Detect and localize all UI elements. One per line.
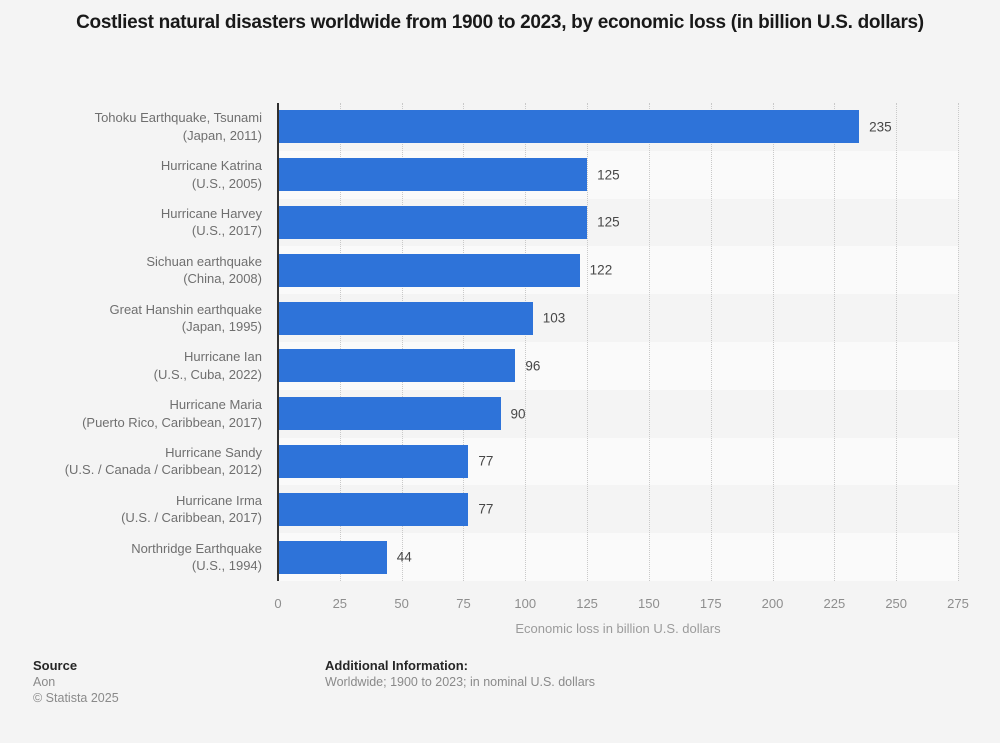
value-label: 77	[478, 453, 494, 469]
value-label: 235	[869, 119, 892, 135]
bar	[278, 253, 580, 287]
copyright-notice: © Statista 2025	[33, 690, 119, 705]
category-detail: (U.S. / Caribbean, 2017)	[121, 510, 262, 526]
bar	[278, 205, 588, 239]
category-name: Tohoku Earthquake, Tsunami	[94, 110, 262, 126]
value-label: 44	[396, 549, 412, 565]
row-plot-area: 77	[278, 485, 958, 533]
category-name: Northridge Earthquake	[131, 540, 262, 556]
chart-row: Hurricane Ian (U.S., Cuba, 2022) 96	[0, 341, 958, 390]
x-tick-label: 175	[699, 596, 722, 611]
gridline	[958, 103, 959, 581]
bar	[278, 492, 469, 526]
category-label: Hurricane Irma (U.S. / Caribbean, 2017)	[0, 485, 278, 533]
y-axis-line	[277, 103, 279, 581]
source-heading: Source	[33, 658, 78, 673]
x-tick-label: 100	[514, 596, 537, 611]
category-detail: (U.S. / Canada / Caribbean, 2012)	[64, 462, 262, 478]
category-detail: (China, 2008)	[183, 271, 262, 287]
row-plot-area: 44	[278, 533, 958, 581]
category-detail: (U.S., 1994)	[191, 558, 262, 574]
row-plot-area: 125	[278, 150, 958, 199]
category-name: Hurricane Sandy	[165, 444, 262, 460]
source-block: Source Aon © Statista 2025	[33, 657, 119, 706]
value-label: 90	[510, 406, 526, 422]
x-tick-label: 250	[885, 596, 908, 611]
category-label: Hurricane Katrina (U.S., 2005)	[0, 151, 278, 199]
category-label: Sichuan earthquake (China, 2008)	[0, 246, 278, 294]
category-detail: (U.S., Cuba, 2022)	[153, 366, 262, 382]
category-name: Hurricane Irma	[176, 492, 262, 508]
row-plot-area: 77	[278, 437, 958, 486]
row-plot-area: 122	[278, 246, 958, 295]
category-detail: (U.S., 2005)	[191, 175, 262, 191]
bar	[278, 301, 533, 335]
x-tick-label: 0	[274, 596, 282, 611]
chart-row: Hurricane Katrina (U.S., 2005) 125	[0, 150, 958, 199]
chart-row: Hurricane Harvey (U.S., 2017) 125	[0, 199, 958, 247]
category-detail: (U.S., 2017)	[191, 223, 262, 239]
category-detail: (Japan, 1995)	[181, 319, 262, 335]
chart-row: Great Hanshin earthquake (Japan, 1995) 103	[0, 294, 958, 342]
chart-row: Hurricane Irma (U.S. / Caribbean, 2017) 77	[0, 485, 958, 533]
category-detail: (Puerto Rico, Caribbean, 2017)	[82, 414, 262, 430]
source-name: Aon	[33, 675, 56, 689]
additional-info-text: Worldwide; 1900 to 2023; in nominal U.S.…	[325, 675, 596, 689]
category-detail: (Japan, 2011)	[182, 127, 262, 143]
bar	[278, 110, 860, 144]
chart-row: Tohoku Earthquake, Tsunami (Japan, 2011) 2…	[0, 103, 958, 151]
x-tick-label: 150	[638, 596, 660, 611]
x-tick-label: 25	[332, 596, 348, 611]
x-tick-label: 50	[394, 596, 409, 611]
bar	[278, 397, 501, 431]
bar	[278, 349, 516, 383]
x-tick-label: 200	[761, 596, 784, 611]
category-name: Hurricane Ian	[183, 349, 262, 365]
value-label: 96	[525, 358, 541, 374]
chart-row: Northridge Earthquake (U.S., 1994) 44	[0, 533, 958, 581]
x-axis-title: Economic loss in billion U.S. dollars	[515, 621, 721, 636]
row-plot-area: 235	[278, 103, 958, 151]
x-tick-label: 225	[823, 596, 846, 611]
row-plot-area: 103	[278, 294, 958, 342]
category-label: Hurricane Harvey (U.S., 2017)	[0, 199, 278, 247]
category-label: Northridge Earthquake (U.S., 1994)	[0, 533, 278, 581]
category-label: Great Hanshin earthquake (Japan, 1995)	[0, 294, 278, 342]
value-label: 77	[478, 501, 494, 517]
row-plot-area: 96	[278, 341, 958, 390]
category-name: Hurricane Maria	[169, 397, 262, 413]
bar	[278, 444, 469, 478]
chart-row: Hurricane Maria (Puerto Rico, Caribbean, …	[0, 390, 958, 438]
category-label: Tohoku Earthquake, Tsunami (Japan, 2011)	[0, 103, 278, 151]
additional-info-heading: Additional Information:	[325, 658, 468, 673]
bar-rows: Tohoku Earthquake, Tsunami (Japan, 2011) 2…	[0, 103, 958, 581]
chart-title: Costliest natural disasters worldwide fr…	[76, 12, 924, 33]
category-label: Hurricane Sandy (U.S. / Canada / Caribbea…	[0, 438, 278, 486]
x-axis-ticks: 0 25 50 75 100 125 150 175 200 225 250 275	[274, 596, 968, 611]
additional-info-block: Additional Information: Worldwide; 1900 …	[325, 657, 595, 691]
category-name: Sichuan earthquake	[146, 253, 262, 269]
x-tick-label: 125	[576, 596, 598, 611]
category-name: Hurricane Katrina	[160, 158, 262, 174]
x-tick-label: 275	[947, 596, 969, 611]
value-label: 122	[589, 262, 613, 278]
category-label: Hurricane Maria (Puerto Rico, Caribbean, …	[0, 390, 278, 438]
chart-row: Hurricane Sandy (U.S. / Canada / Caribbea…	[0, 437, 958, 486]
value-label: 103	[542, 310, 566, 326]
value-label: 125	[597, 214, 620, 230]
category-name: Great Hanshin earthquake	[109, 301, 262, 317]
category-label: Hurricane Ian (U.S., Cuba, 2022)	[0, 342, 278, 390]
row-plot-area: 90	[278, 390, 958, 438]
bar	[278, 158, 588, 192]
category-name: Hurricane Harvey	[160, 205, 262, 221]
row-plot-area: 125	[278, 199, 958, 247]
chart-row: Sichuan earthquake (China, 2008) 122	[0, 246, 958, 295]
value-label: 125	[597, 167, 620, 183]
bar	[278, 540, 387, 574]
x-tick-label: 75	[456, 596, 471, 611]
